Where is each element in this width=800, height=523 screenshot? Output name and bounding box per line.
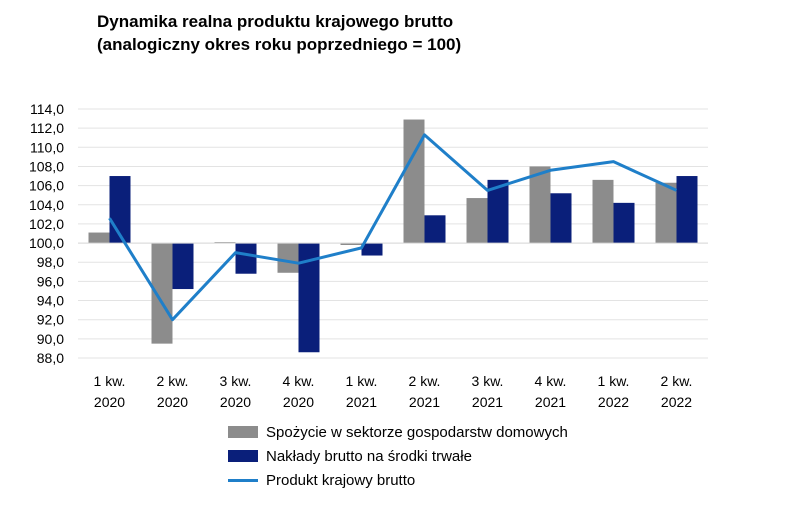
- legend-label-investment: Nakłady brutto na środki trwałe: [266, 447, 472, 465]
- chart-title: Dynamika realna produktu krajowego brutt…: [97, 10, 461, 56]
- x-tick-label-year: 2021: [346, 394, 377, 410]
- x-tick-label-quarter: 1 kw.: [598, 373, 630, 389]
- bar-consumption: [88, 232, 110, 244]
- legend-swatch-investment: [228, 450, 258, 462]
- x-tick-label-year: 2020: [94, 394, 125, 410]
- legend: Spożycie w sektorze gospodarstw domowych…: [228, 420, 568, 492]
- legend-item-consumption: Spożycie w sektorze gospodarstw domowych: [228, 420, 568, 444]
- bar-consumption: [151, 243, 173, 344]
- legend-swatch-gdp: [228, 478, 258, 482]
- x-tick-label-year: 2021: [409, 394, 440, 410]
- gdp-line-path: [108, 133, 678, 322]
- bars: [88, 119, 698, 353]
- x-tick-label-year: 2022: [598, 394, 629, 410]
- bar-investment: [550, 193, 572, 244]
- x-tick-label-quarter: 1 kw.: [94, 373, 126, 389]
- legend-swatch-consumption: [228, 426, 258, 438]
- bar-investment: [298, 243, 320, 353]
- legend-label-gdp: Produkt krajowy brutto: [266, 471, 416, 489]
- x-tick-label-quarter: 4 kw.: [283, 373, 315, 389]
- x-tick-label-quarter: 2 kw.: [157, 373, 189, 389]
- x-tick-label-quarter: 3 kw.: [220, 373, 252, 389]
- y-tick-label: 98,0: [37, 254, 64, 270]
- gdp-line: [108, 133, 678, 322]
- bar-consumption: [592, 179, 614, 244]
- y-tick-label: 88,0: [37, 350, 64, 366]
- bar-consumption: [340, 243, 362, 245]
- bar-investment: [424, 215, 446, 244]
- x-tick-label-quarter: 2 kw.: [409, 373, 441, 389]
- bar-consumption: [655, 182, 677, 244]
- chart-title-line1: Dynamika realna produktu krajowego brutt…: [97, 12, 454, 31]
- x-tick-label-quarter: 3 kw.: [472, 373, 504, 389]
- y-tick-label: 94,0: [37, 293, 64, 309]
- x-tick-label-year: 2020: [220, 394, 251, 410]
- y-tick-label: 90,0: [37, 331, 64, 347]
- x-tick-label-year: 2022: [661, 394, 692, 410]
- x-tick-label-quarter: 2 kw.: [661, 373, 693, 389]
- x-tick-label-year: 2021: [535, 394, 566, 410]
- bar-investment: [676, 176, 698, 244]
- x-tick-label-quarter: 4 kw.: [535, 373, 567, 389]
- y-tick-label: 102,0: [29, 216, 64, 232]
- x-tick-label-quarter: 1 kw.: [346, 373, 378, 389]
- bar-consumption: [529, 166, 551, 244]
- bar-investment: [361, 243, 383, 256]
- x-tick-label-year: 2020: [157, 394, 188, 410]
- y-tick-label: 104,0: [29, 197, 64, 213]
- y-axis-ticks: 88,0 90,0 92,0 94,0 96,0 98,0 100,0 102,0 104,0 1…: [29, 101, 64, 366]
- bar-consumption: [466, 198, 488, 244]
- bar-investment: [487, 179, 509, 244]
- y-tick-label: 114,0: [30, 101, 64, 117]
- y-tick-label: 92,0: [37, 312, 64, 328]
- y-tick-label: 106,0: [29, 178, 64, 194]
- legend-label-consumption: Spożycie w sektorze gospodarstw domowych: [266, 423, 568, 441]
- bar-consumption: [403, 119, 425, 244]
- y-tick-label: 96,0: [37, 273, 64, 289]
- x-axis-labels: 1 kw. 2020 2 kw. 2020 3 kw. 2020 4 kw. 2020 1 kw…: [94, 373, 693, 410]
- x-tick-label-year: 2020: [283, 394, 314, 410]
- x-tick-label-year: 2021: [472, 394, 503, 410]
- bar-investment: [235, 243, 257, 274]
- bar-investment: [172, 243, 194, 290]
- bar-consumption: [277, 243, 299, 273]
- legend-item-gdp: Produkt krajowy brutto: [228, 468, 568, 492]
- y-tick-label: 112,0: [30, 120, 64, 136]
- y-tick-label: 110,0: [30, 139, 64, 155]
- bar-investment: [613, 202, 635, 244]
- y-tick-label: 108,0: [29, 158, 64, 174]
- legend-item-investment: Nakłady brutto na środki trwałe: [228, 444, 568, 468]
- y-tick-label: 100,0: [29, 235, 64, 251]
- chart-subtitle: (analogiczny okres roku poprzedniego = 1…: [97, 35, 462, 54]
